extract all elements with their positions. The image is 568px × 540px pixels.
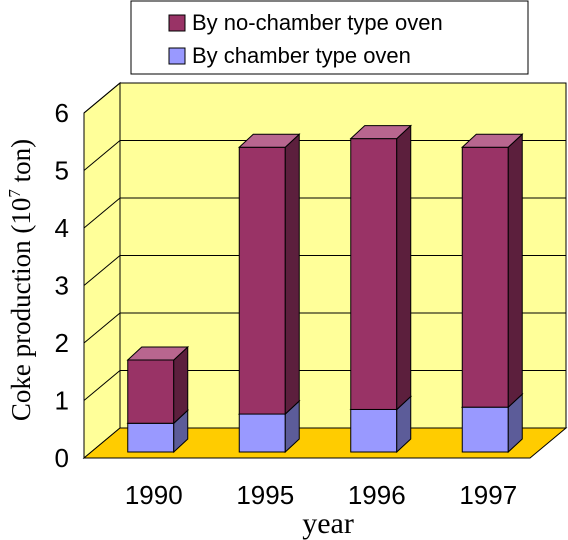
x-tick-label: 1990: [125, 480, 183, 510]
y-tick-label: 4: [55, 213, 69, 243]
gridline: [83, 255, 566, 286]
gridline: [83, 312, 566, 344]
bar-no-chamber-1990: [126, 345, 190, 425]
gridline: [83, 82, 566, 114]
bar-top: [126, 346, 190, 361]
bar-front: [461, 406, 509, 453]
y-tick-label: 3: [55, 271, 69, 301]
y-tick-label: 6: [55, 98, 69, 128]
bar-top: [349, 125, 413, 140]
bar-no-chamber-1996: [349, 124, 413, 411]
legend-swatch-chamber: [168, 47, 186, 65]
floor: [82, 427, 568, 459]
y-axis-label-suffix: ton): [6, 139, 36, 189]
gridline: [83, 370, 566, 401]
bar-front: [461, 146, 509, 408]
legend-label-chamber: By chamber type oven: [192, 43, 411, 68]
gridlines: [83, 82, 566, 401]
y-axis-label-prefix: Coke production (10: [6, 198, 36, 421]
bar-no-chamber-1995: [237, 133, 301, 416]
legend: By no-chamber type oven By chamber type …: [130, 0, 529, 75]
gridline: [83, 197, 566, 229]
y-axis-label-superscript: 7: [5, 189, 24, 198]
y-tick-labels: 0 1 2 3 4 5 6: [55, 98, 69, 473]
legend-box: [130, 0, 529, 75]
bar-no-chamber-1997: [460, 133, 524, 409]
legend-swatch-no-chamber: [168, 14, 186, 32]
x-tick-label: 1995: [236, 480, 294, 510]
x-tick-label: 1996: [348, 480, 406, 510]
bar-side: [284, 133, 300, 416]
legend-label-no-chamber: By no-chamber type oven: [192, 10, 443, 35]
x-tick-label: 1997: [459, 480, 517, 510]
y-axis-label: Coke production (107 ton): [5, 139, 36, 421]
bar-front: [127, 422, 175, 453]
y-tick-label: 5: [55, 156, 69, 186]
y-tick-label: 1: [55, 386, 69, 416]
bar-top: [237, 133, 301, 148]
x-axis-label: year: [302, 507, 354, 540]
gridline: [83, 140, 566, 171]
bar-front: [350, 408, 398, 453]
bar-front: [350, 138, 398, 410]
bar-front: [127, 359, 175, 424]
y-tick-label: 2: [55, 328, 69, 358]
bars: [126, 124, 524, 454]
bar-front: [238, 413, 286, 453]
y-tick-label: 0: [55, 443, 69, 473]
bar-side: [507, 133, 523, 409]
bar-side: [396, 124, 412, 411]
bar-front: [238, 146, 286, 415]
bar-top: [460, 133, 524, 148]
x-tick-labels: 1990 1995 1996 1997: [125, 480, 517, 510]
